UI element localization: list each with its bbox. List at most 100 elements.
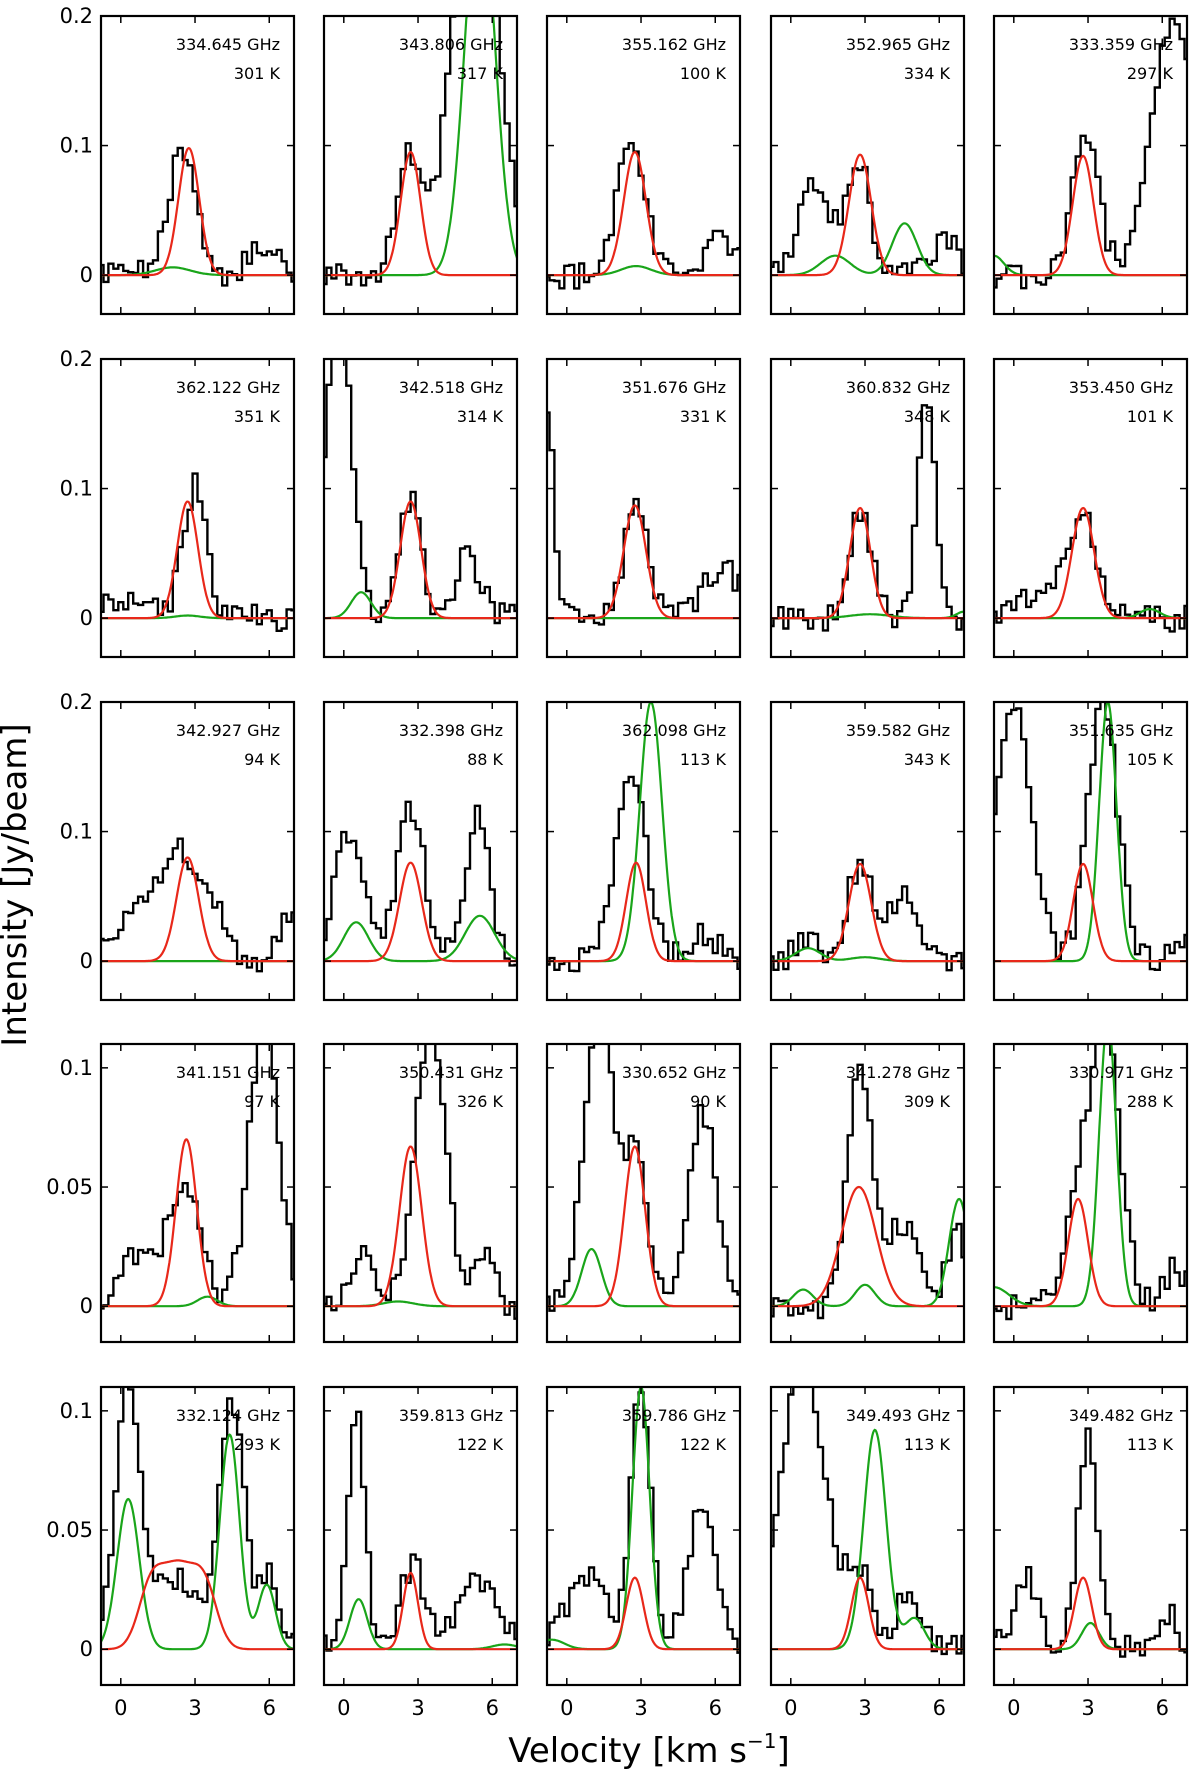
other-lines-model-curve — [994, 254, 1187, 277]
panel-plot-area — [101, 1044, 294, 1310]
temperature-label: 113 K — [1127, 1435, 1174, 1454]
frequency-label: 330.652 GHz — [622, 1063, 726, 1082]
spectrum-panel: 0 0.05 0.1 0 3 6 332.124 GHz 293 K — [46, 1385, 296, 1720]
x-tick-label: 6 — [709, 1696, 722, 1720]
x-tick-label: 6 — [933, 1696, 946, 1720]
frequency-label: 350.431 GHz — [399, 1063, 503, 1082]
other-lines-model-curve — [547, 1248, 740, 1308]
panel-plot-area — [771, 1387, 964, 1656]
x-tick-label: 6 — [486, 1696, 499, 1720]
y-tick-label: 0.05 — [46, 1175, 93, 1199]
y-tick-label: 0 — [80, 1637, 93, 1661]
x-tick-label: 0 — [337, 1696, 350, 1720]
panel-plot-area — [101, 472, 294, 632]
panel-frame — [99, 1385, 296, 1687]
other-lines-model-curve — [994, 702, 1187, 963]
y-tick-label: 0.05 — [46, 1518, 93, 1542]
other-lines-model-curve — [324, 914, 517, 963]
observed-spectrum-line — [994, 17, 1187, 290]
other-lines-model-curve — [547, 265, 740, 277]
x-axis-title-sup: −1 — [747, 1729, 776, 1753]
observed-spectrum-line — [324, 1410, 517, 1652]
observed-spectrum-line — [994, 1044, 1187, 1321]
frequency-label: 362.098 GHz — [622, 721, 726, 740]
panel-frame — [545, 357, 742, 659]
panel-plot-area — [994, 17, 1187, 290]
panel-plot-area — [547, 1387, 740, 1654]
spectrum-panel: 0 0.05 0.1 341.151 GHz 97 K — [46, 1042, 296, 1344]
panel-frame — [545, 1042, 742, 1344]
panel-plot-area — [771, 858, 964, 972]
panel-frame — [769, 1385, 966, 1687]
spectrum-panel: 0 0.1 0.2 362.122 GHz 351 K — [60, 347, 296, 659]
frequency-label: 355.162 GHz — [622, 35, 726, 54]
temperature-label: 100 K — [680, 64, 727, 83]
observed-spectrum-line — [101, 472, 294, 632]
temperature-label: 122 K — [680, 1435, 727, 1454]
transition-model-curve — [547, 1145, 740, 1308]
x-axis-title: Velocity [km s−1] — [508, 1729, 790, 1771]
spectrum-panel: 342.518 GHz 314 K — [322, 357, 519, 659]
spectrum-panel: 333.359 GHz 297 K — [992, 14, 1189, 316]
panel-plot-area — [324, 800, 517, 967]
other-lines-model-curve — [101, 1295, 294, 1308]
observed-spectrum-line — [101, 837, 294, 973]
x-tick-label: 0 — [784, 1696, 797, 1720]
observed-spectrum-line — [324, 16, 517, 287]
panel-frame — [322, 1385, 519, 1687]
panel-frame — [769, 357, 966, 659]
temperature-label: 326 K — [457, 1092, 504, 1111]
other-lines-model-curve — [771, 947, 964, 963]
y-tick-label: 0.1 — [60, 134, 93, 158]
spectrum-panel: 350.431 GHz 326 K — [322, 1042, 519, 1344]
panel-frame — [769, 1042, 966, 1344]
frequency-label: 362.122 GHz — [176, 378, 280, 397]
transition-model-curve — [547, 150, 740, 277]
y-tick-label: 0.1 — [60, 1056, 93, 1080]
transition-model-curve — [101, 856, 294, 963]
transition-model-curve — [994, 506, 1187, 620]
observed-spectrum-line — [101, 146, 294, 287]
temperature-label: 122 K — [457, 1435, 504, 1454]
panel-plot-area — [994, 506, 1187, 633]
transition-model-curve — [101, 500, 294, 620]
frequency-label: 343.806 GHz — [399, 35, 503, 54]
y-tick-label: 0.1 — [60, 477, 93, 501]
observed-spectrum-line — [101, 1387, 294, 1639]
spectrum-panel: 352.965 GHz 334 K — [769, 14, 966, 316]
frequency-label: 352.965 GHz — [846, 35, 950, 54]
x-tick-label: 6 — [1156, 1696, 1169, 1720]
other-lines-model-curve — [101, 1433, 294, 1651]
spectrum-panel: 0 0.1 0.2 342.927 GHz 94 K — [60, 690, 296, 1002]
y-tick-label: 0.2 — [60, 4, 93, 28]
spectrum-panel: 355.162 GHz 100 K — [545, 14, 742, 316]
panel-frame — [322, 357, 519, 659]
observed-spectrum-line — [771, 404, 964, 632]
temperature-label: 101 K — [1127, 407, 1174, 426]
temperature-label: 113 K — [680, 750, 727, 769]
other-lines-model-curve — [324, 591, 517, 620]
frequency-label: 351.635 GHz — [1069, 721, 1173, 740]
temperature-label: 288 K — [1127, 1092, 1174, 1111]
transition-model-curve — [994, 154, 1187, 277]
panel-plot-area — [994, 1044, 1187, 1321]
frequency-label: 359.813 GHz — [399, 1406, 503, 1425]
transition-model-curve — [101, 1559, 294, 1651]
transition-model-curve — [324, 1145, 517, 1308]
panel-plot-area — [547, 411, 740, 626]
temperature-label: 309 K — [904, 1092, 951, 1111]
frequency-label: 359.582 GHz — [846, 721, 950, 740]
y-tick-label: 0.1 — [60, 1399, 93, 1423]
spectrum-panel: 0 3 6 349.493 GHz 113 K — [769, 1385, 966, 1720]
panel-plot-area — [547, 702, 740, 973]
transition-model-curve — [771, 862, 964, 963]
panel-plot-area — [324, 1410, 517, 1652]
panel-plot-area — [101, 1387, 294, 1651]
transition-model-curve — [771, 506, 964, 620]
panel-frame — [992, 1042, 1189, 1344]
transition-model-curve — [324, 150, 517, 277]
temperature-label: 351 K — [234, 407, 281, 426]
panel-frame — [992, 700, 1189, 1002]
panel-frame — [99, 700, 296, 1002]
